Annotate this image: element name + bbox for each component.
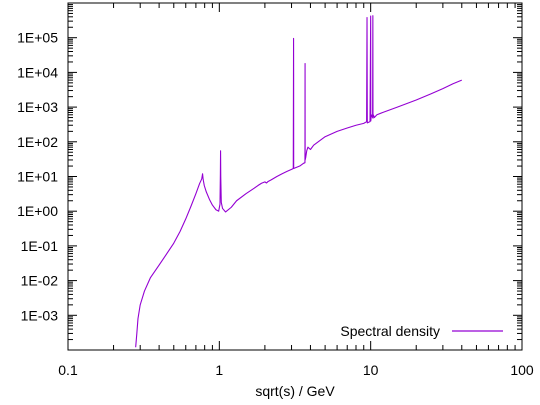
y-tick-label: 1E-02: [21, 273, 59, 289]
x-tick-label: 10: [363, 362, 379, 378]
y-tick-label: 1E+03: [17, 99, 58, 115]
y-tick-label: 1E+00: [17, 203, 58, 219]
plot-frame: [67, 2, 523, 351]
series-line: [135, 15, 462, 348]
y-tick-label: 1E+05: [17, 30, 58, 46]
x-tick-label: 0.1: [58, 362, 78, 378]
y-tick-label: 1E+02: [17, 134, 58, 150]
y-tick-label: 1E+04: [17, 64, 58, 80]
x-tick-label: 1: [215, 362, 223, 378]
y-tick-label: 1E-03: [21, 307, 59, 323]
y-tick-label: 1E-01: [21, 238, 59, 254]
y-tick-label: 1E+01: [17, 169, 58, 185]
axis-tick-labels: 0.1 1 10 100 1E-03 1E-02 1E-01 1E+00 1E+01 1E+02 1…: [17, 30, 534, 378]
series-layer: [135, 15, 462, 348]
axis-ticks: [67, 3, 523, 350]
x-axis-label: sqrt(s) / GeV: [255, 383, 335, 399]
x-tick-label: 100: [510, 362, 534, 378]
legend: Spectral density: [340, 323, 503, 339]
legend-label: Spectral density: [340, 323, 440, 339]
